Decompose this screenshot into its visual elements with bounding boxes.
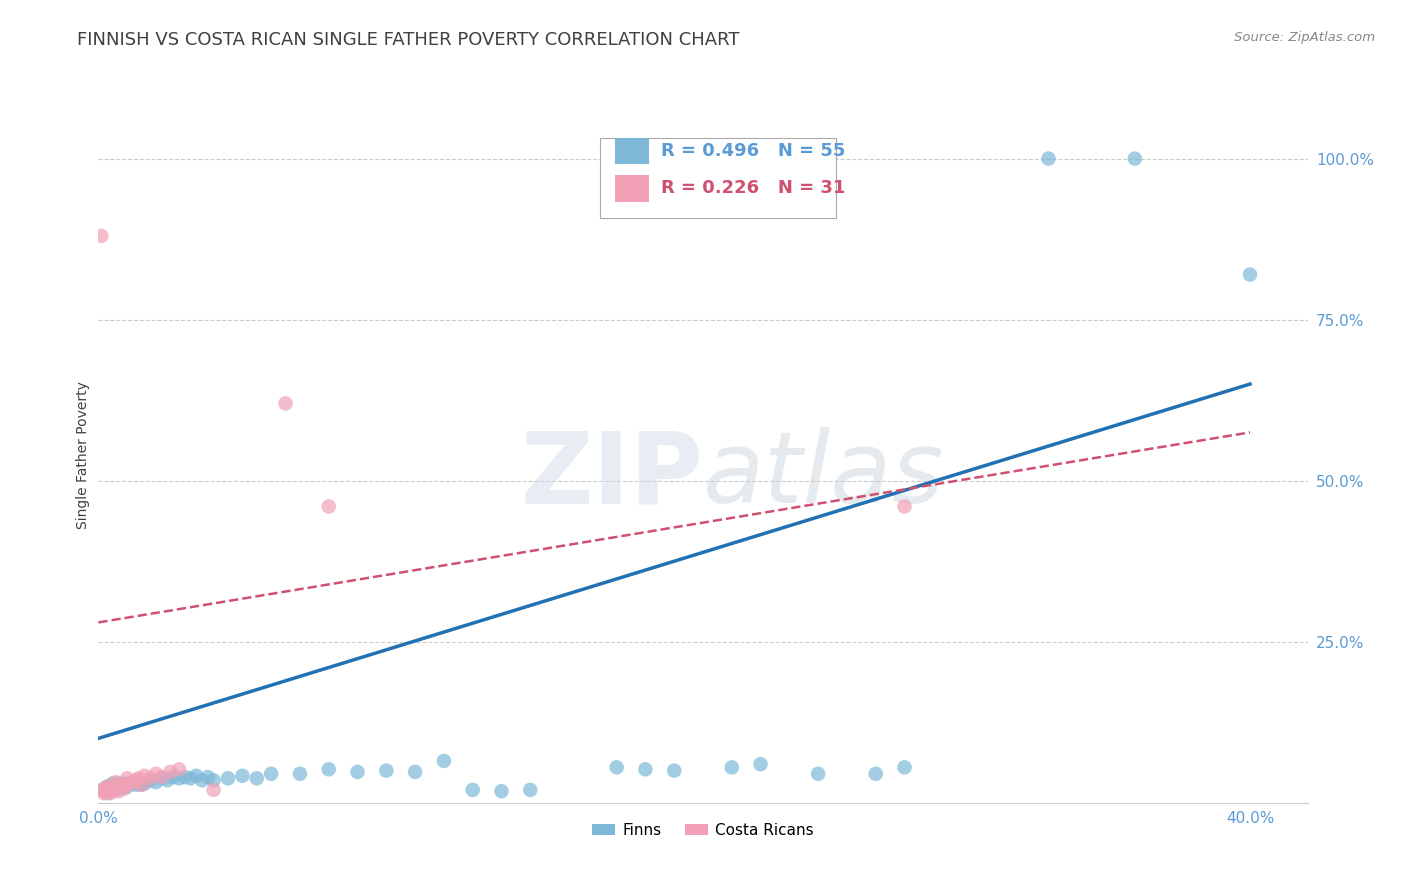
Point [134, 769, 156, 783]
Point [139, 773, 162, 788]
Point [131, 778, 153, 792]
Point [288, 767, 311, 781]
Point [162, 770, 184, 784]
Point [150, 772, 173, 786]
Point [664, 764, 686, 778]
Point [180, 772, 202, 786]
Point [217, 772, 239, 786]
Text: FINNISH VS COSTA RICAN SINGLE FATHER POVERTY CORRELATION CHART: FINNISH VS COSTA RICAN SINGLE FATHER POV… [77, 31, 740, 49]
Point [634, 762, 657, 776]
Point [145, 775, 167, 789]
Point [101, 784, 124, 798]
Point [246, 772, 269, 786]
Point [231, 769, 253, 783]
Point [606, 760, 628, 774]
Point [98, 783, 121, 797]
Point [131, 778, 153, 792]
Point [96, 786, 118, 800]
Point [107, 776, 129, 790]
Point [90, 228, 112, 243]
Point [115, 778, 138, 792]
Point [112, 780, 135, 794]
Point [167, 772, 190, 786]
Point [93, 783, 115, 797]
Point [104, 783, 127, 797]
Text: ZIP: ZIP [520, 427, 703, 524]
Point [491, 784, 513, 798]
Point [318, 762, 340, 776]
Point [110, 778, 132, 792]
Point [893, 760, 915, 774]
Point [274, 396, 297, 410]
Point [749, 757, 772, 772]
Text: R = 0.496   N = 55: R = 0.496 N = 55 [661, 142, 845, 160]
Point [1038, 152, 1060, 166]
Point [191, 773, 214, 788]
Text: Source: ZipAtlas.com: Source: ZipAtlas.com [1234, 31, 1375, 45]
Point [122, 775, 145, 789]
Point [173, 770, 195, 784]
Point [197, 770, 219, 784]
Point [110, 780, 132, 794]
Point [104, 780, 127, 794]
Legend: Finns, Costa Ricans: Finns, Costa Ricans [586, 817, 820, 844]
Point [139, 772, 162, 786]
Point [134, 776, 156, 790]
FancyBboxPatch shape [614, 137, 648, 164]
Point [93, 786, 115, 800]
Point [159, 764, 181, 779]
Point [1123, 152, 1146, 166]
Point [720, 760, 742, 774]
Text: atlas: atlas [703, 427, 945, 524]
Point [90, 783, 112, 797]
Point [150, 770, 173, 784]
Point [128, 772, 150, 786]
Point [433, 754, 456, 768]
Point [101, 781, 124, 796]
Point [96, 780, 118, 794]
Point [115, 776, 138, 790]
Point [186, 769, 208, 783]
Point [128, 776, 150, 790]
Point [346, 764, 368, 779]
Point [404, 764, 426, 779]
Point [260, 767, 283, 781]
Point [107, 778, 129, 792]
Point [115, 772, 138, 786]
Point [93, 783, 115, 797]
Point [107, 784, 129, 798]
Point [104, 775, 127, 789]
Point [807, 767, 830, 781]
Point [461, 783, 484, 797]
Point [96, 780, 118, 794]
Point [122, 775, 145, 789]
Point [519, 783, 541, 797]
Point [202, 773, 225, 788]
Point [101, 783, 124, 797]
FancyBboxPatch shape [600, 138, 837, 219]
Point [98, 780, 121, 794]
Point [112, 781, 135, 796]
Point [125, 773, 148, 788]
Point [167, 762, 190, 776]
Point [98, 786, 121, 800]
Point [893, 500, 915, 514]
Text: R = 0.226   N = 31: R = 0.226 N = 31 [661, 179, 845, 197]
FancyBboxPatch shape [614, 175, 648, 202]
Point [318, 500, 340, 514]
Point [96, 783, 118, 797]
Point [1239, 268, 1261, 282]
Point [101, 776, 124, 790]
Point [115, 780, 138, 794]
Point [98, 781, 121, 796]
Point [375, 764, 398, 778]
Point [156, 773, 179, 788]
Y-axis label: Single Father Poverty: Single Father Poverty [76, 381, 90, 529]
Point [865, 767, 887, 781]
Point [202, 783, 225, 797]
Point [125, 778, 148, 792]
Point [145, 767, 167, 781]
